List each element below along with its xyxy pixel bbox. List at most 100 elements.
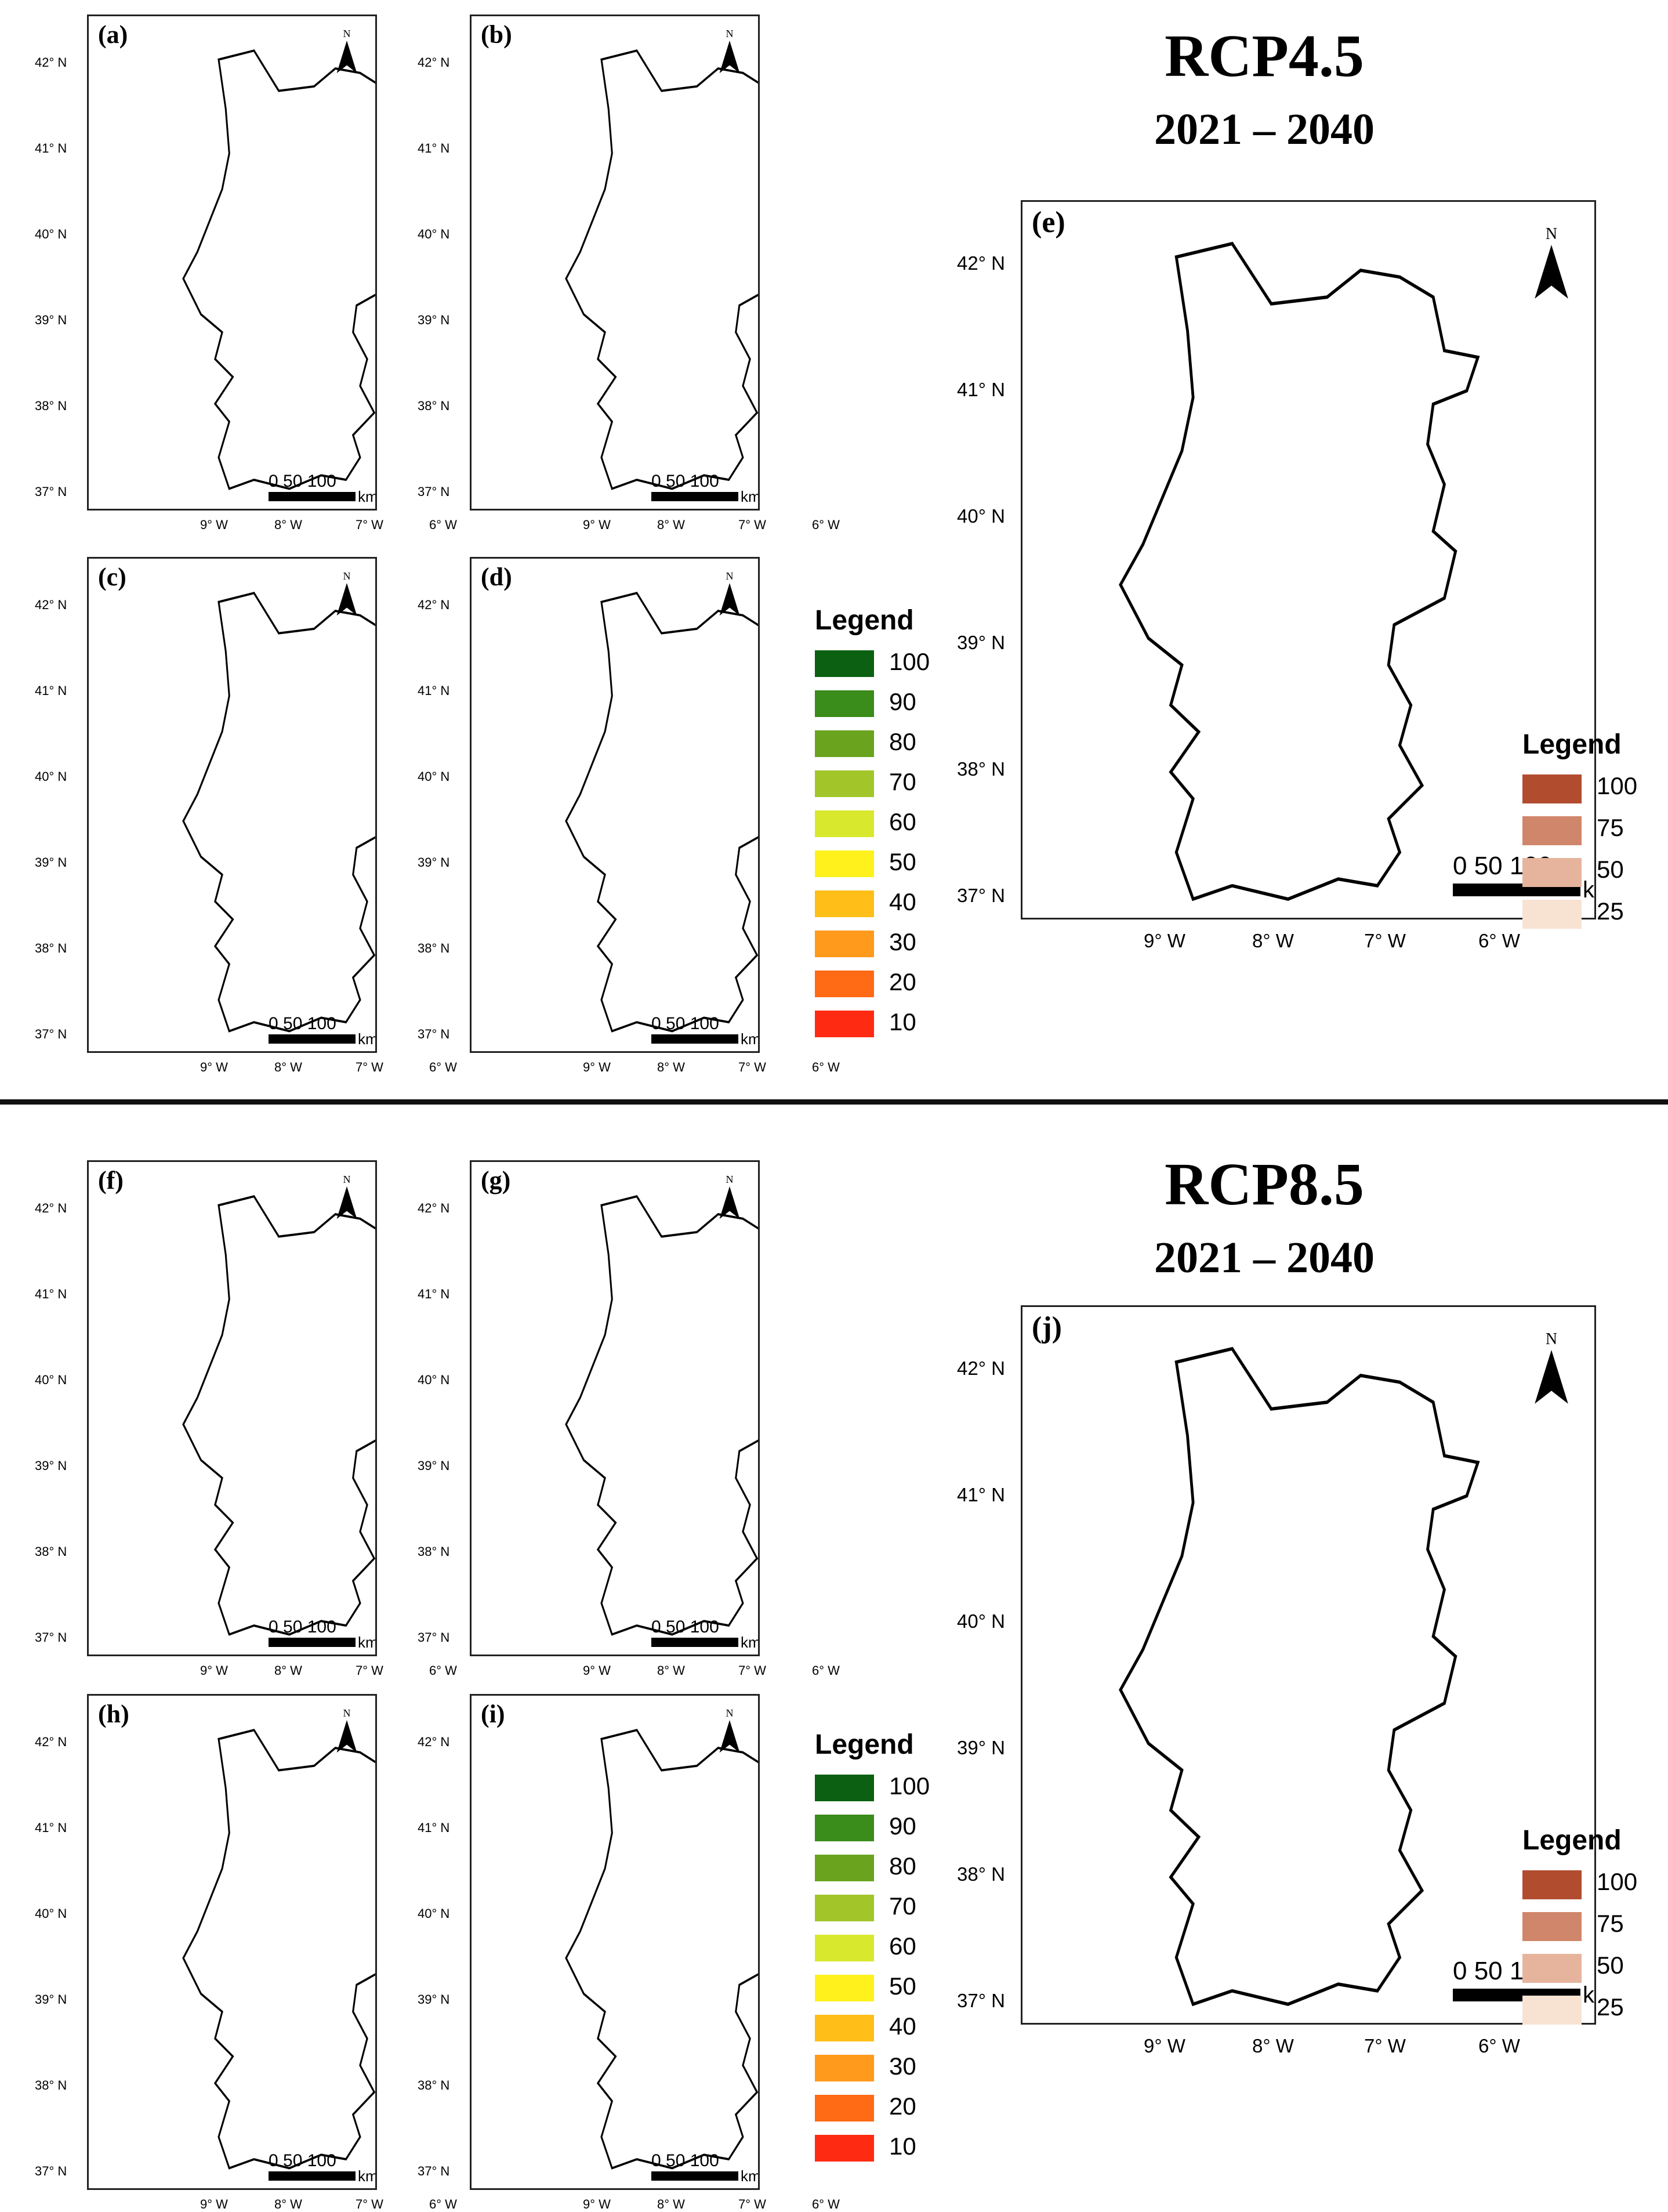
map-fill-band [161, 1326, 375, 1362]
legend-item: 100 [815, 645, 930, 685]
country-outline [565, 1729, 758, 2170]
north-arrow-icon: N [332, 28, 361, 74]
legend-swatch [1522, 858, 1582, 887]
lon-tick-label: 6° W [429, 2197, 457, 2211]
lon-tick-label: 6° W [429, 517, 457, 532]
legend-swatch [815, 890, 874, 917]
north-label: N [343, 570, 351, 582]
legend-item: 40 [815, 885, 916, 925]
scale-bar-line [651, 2171, 738, 2181]
lat-tick-label: 40° N [35, 1373, 67, 1387]
lon-tick-label: 6° W [812, 1663, 840, 1678]
portugal-map [543, 1729, 758, 2170]
panel-label: (h) [98, 1700, 129, 1728]
scale-unit: km [358, 488, 377, 505]
map-fill-band [543, 879, 758, 968]
lat-tick-label: 42° N [957, 1357, 1005, 1379]
legend-item: 70 [815, 1889, 916, 1929]
lon-tick-label: 9° W [1144, 930, 1185, 951]
north-label: N [726, 1707, 734, 1719]
lat-tick-label: 42° N [418, 55, 450, 70]
legend-swatch [815, 1895, 874, 1921]
scale-unit: km [358, 1634, 377, 1651]
legend-swatch [815, 650, 874, 677]
legend-value: 90 [889, 1812, 916, 1840]
scale-unit: km [358, 2167, 377, 2185]
portugal-map [1119, 1342, 1480, 2011]
north-label: N [726, 1174, 734, 1185]
north-label: N [1545, 1330, 1558, 1348]
lon-tick-label: 6° W [812, 1060, 840, 1074]
lon-tick-label: 8° W [274, 2197, 302, 2211]
legend-suitability-top: Legend 100 90 80 70 60 50 40 30 20 10 [815, 604, 930, 1045]
map-fill-band [543, 633, 758, 745]
lat-tick-label: 39° N [957, 1737, 1005, 1758]
lat-tick-label: 38° N [35, 2078, 67, 2092]
north-label: N [726, 28, 734, 39]
lat-tick-label: 40° N [957, 1610, 1005, 1632]
lat-tick-label: 37° N [957, 1990, 1005, 2011]
map-fill-base [1121, 1342, 1478, 2011]
legend-item: 40 [815, 2009, 916, 2049]
scale-bar-line [651, 492, 738, 501]
legend-value: 50 [1597, 1952, 1624, 1979]
legend-swatch [815, 1855, 874, 1881]
legend-value: 60 [889, 1932, 916, 1960]
lon-tick-label: 6° W [812, 2197, 840, 2211]
legend-item: 25 [1522, 1990, 1624, 2032]
lat-tick-label: 38° N [418, 2078, 450, 2092]
map-fill-band [161, 1726, 375, 1927]
panel-label: (f) [98, 1166, 124, 1194]
map-fill-band [543, 1748, 758, 1927]
legend-value: 100 [1597, 1868, 1638, 1895]
lat-tick-label: 41° N [35, 141, 67, 155]
legend-swatch [815, 730, 874, 757]
legend-value: 30 [889, 928, 916, 955]
map-fill-base [566, 46, 758, 494]
lat-tick-label: 37° N [418, 1027, 450, 1041]
map-fill-band [161, 767, 375, 1036]
heading-rcp85: RCP8.5 2021 – 2040 [1056, 1151, 1473, 1285]
scale-numbers: 0 50 100 [651, 1014, 719, 1033]
legend-title: Legend [1522, 729, 1622, 760]
lon-tick-label: 9° W [583, 517, 611, 532]
portugal-map [182, 46, 375, 494]
scale-numbers: 0 50 100 [269, 1014, 336, 1033]
lon-tick-label: 7° W [356, 517, 383, 532]
map-fill-base [183, 46, 375, 494]
portugal-map [543, 592, 758, 1033]
scale-numbers: 0 50 100 [651, 2151, 719, 2170]
legend-value: 70 [889, 768, 916, 795]
legend-swatch [815, 690, 874, 717]
map-frame: (f) N 0 50 100 km [87, 1160, 377, 1656]
legend-item: 70 [815, 765, 916, 805]
lat-tick-label: 41° N [418, 1287, 450, 1301]
country-outline [1119, 241, 1480, 902]
country-outline [565, 592, 758, 1033]
lon-tick-label: 9° W [200, 517, 228, 532]
legend-item: 100 [1522, 769, 1637, 810]
legend-value: 20 [889, 968, 916, 995]
lon-tick-label: 7° W [356, 1663, 383, 1678]
legend-value: 100 [889, 1772, 930, 1800]
scale-bar: 0 50 100 km [651, 1014, 758, 1051]
legend-title: Legend [815, 605, 914, 636]
legend-brown-bottom: Legend 100 75 50 25 [1522, 1824, 1637, 2032]
lat-tick-label: 41° N [957, 379, 1005, 400]
legend-item: 100 [1522, 1865, 1637, 1906]
legend-title: Legend [1522, 1825, 1622, 1856]
scale-unit: km [741, 2167, 760, 2185]
map-fill-band [543, 834, 758, 991]
lat-tick-label: 39° N [35, 855, 67, 870]
portugal-map [161, 1726, 375, 2170]
scale-numbers: 0 50 100 [269, 472, 336, 491]
scale-bar-line [269, 1034, 356, 1044]
lon-tick-label: 9° W [583, 1060, 611, 1074]
legend-item: 10 [815, 2129, 916, 2169]
legend-item: 80 [815, 725, 916, 765]
north-arrow-icon: N [715, 1174, 744, 1220]
lon-tick-label: 9° W [200, 2197, 228, 2211]
period-title: 2021 – 2040 [1154, 105, 1375, 154]
legend-item: 100 [815, 1769, 930, 1809]
legend-swatch [815, 2055, 874, 2081]
